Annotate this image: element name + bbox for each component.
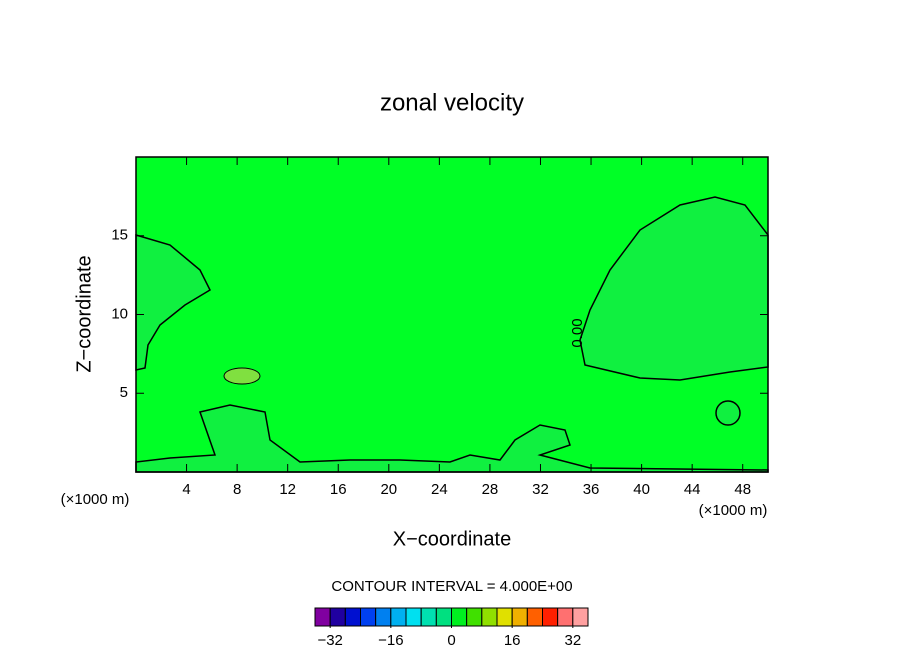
colorbar-box <box>496 607 513 627</box>
x-tick-label: 40 <box>633 481 650 498</box>
colorbar-box <box>344 607 362 627</box>
x-tick-label: 8 <box>233 481 241 498</box>
x-tick-label: 44 <box>684 481 701 498</box>
x-tick-label: 48 <box>734 481 751 498</box>
y-tick-label: 10 <box>111 305 128 322</box>
colorbar-box <box>542 607 559 627</box>
colorbar-box <box>466 607 483 627</box>
colorbar-box <box>511 607 528 627</box>
x-unit-label: (×1000 m) <box>699 502 768 519</box>
contour-region <box>715 400 741 426</box>
colorbar-box <box>572 607 589 627</box>
x-tick-label: 16 <box>330 481 347 498</box>
contour-regions <box>135 196 769 473</box>
x-axis-label: X−coordinate <box>393 528 511 550</box>
contour-region <box>223 367 261 385</box>
colorbar-box <box>435 607 453 627</box>
colorbar-box <box>329 607 346 627</box>
x-tick-label: 20 <box>380 481 397 498</box>
colorbar-box <box>481 607 498 627</box>
colorbar-box <box>451 607 468 627</box>
y-axis-label: Z−coordinate <box>73 255 95 372</box>
colorbar-tick-label: 0 <box>447 632 455 649</box>
contour-interval: CONTOUR INTERVAL = 4.000E+00 <box>331 578 572 595</box>
colorbar-box <box>375 607 392 627</box>
y-tick-label: 5 <box>120 384 128 401</box>
contour-region <box>135 233 211 371</box>
colorbar-tick-label: 32 <box>564 632 581 649</box>
x-tick-label: 28 <box>482 481 499 498</box>
x-tick-label: 24 <box>431 481 448 498</box>
colorbar-box <box>526 607 543 627</box>
colorbar-tick-label: −16 <box>378 632 403 649</box>
y-tick-label: 15 <box>111 227 128 244</box>
colorbar-box <box>314 607 331 627</box>
colorbar-box <box>420 607 437 627</box>
colorbar-box <box>557 607 574 627</box>
colorbar-tick-label: −32 <box>317 632 342 649</box>
colorbar-box <box>405 607 422 627</box>
colorbar-box <box>360 607 377 627</box>
x-tick-label: 36 <box>583 481 600 498</box>
contour-region <box>579 196 769 381</box>
x-tick-label: 4 <box>182 481 190 498</box>
x-tick-label: 12 <box>279 481 296 498</box>
contour-label: 0.00 <box>569 318 586 347</box>
x-tick-label: 32 <box>532 481 549 498</box>
y-unit-label: (×1000 m) <box>61 491 130 508</box>
chart-title: zonal velocity <box>380 89 524 116</box>
colorbar-box <box>390 607 407 627</box>
colorbar-tick-label: 16 <box>504 632 521 649</box>
